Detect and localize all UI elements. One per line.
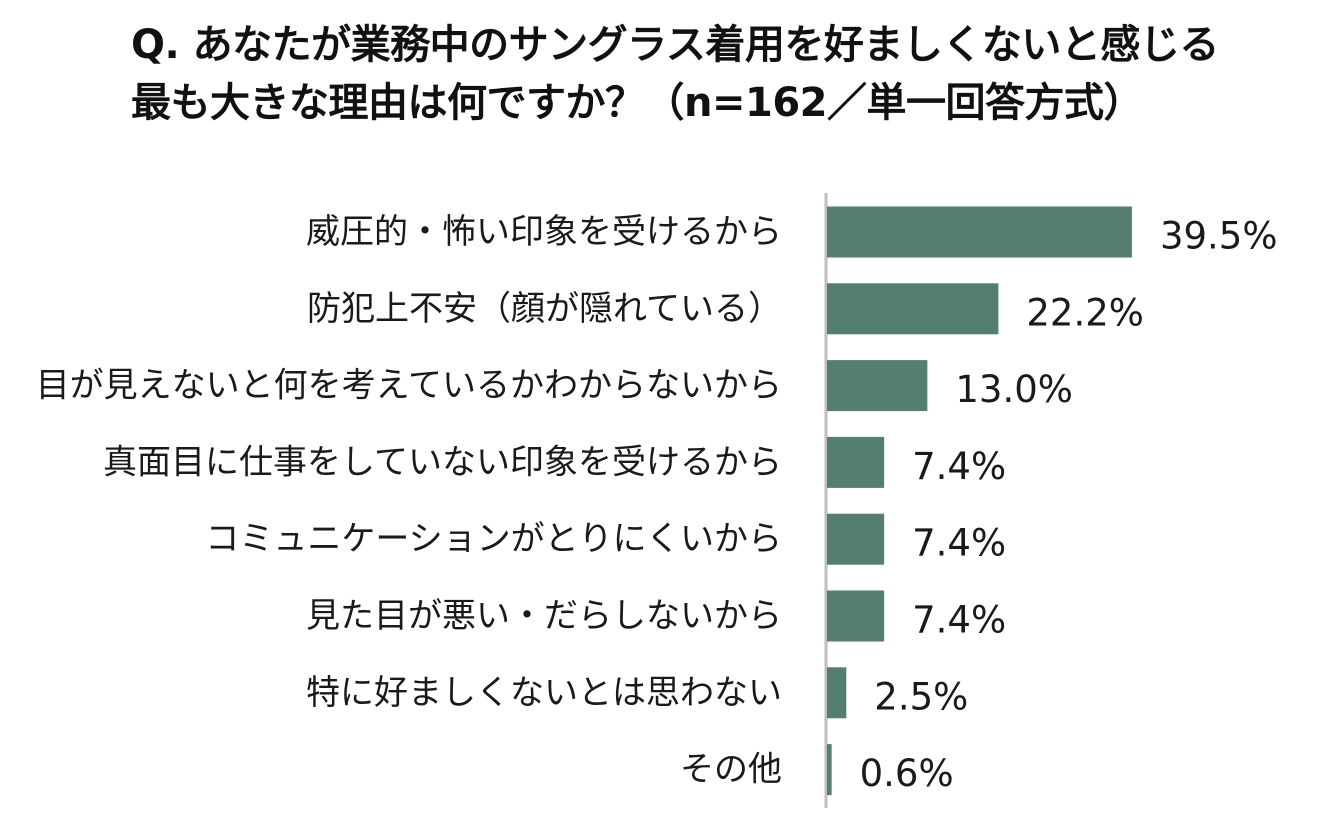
chart-title: Q. あなたが業務中のサングラス着用を好ましくないと感じる最も大きな理由は何です… [131, 22, 1219, 126]
category-label-3: 目が見えないと何を考えているかわからないから [36, 366, 782, 406]
value-label-2: 22.2% [1026, 291, 1144, 334]
category-label-6: 見た目が悪い・だらしないから [306, 596, 782, 636]
bar-7 [827, 667, 847, 719]
bars-group [827, 206, 1132, 796]
value-label-1: 39.5% [1160, 215, 1278, 258]
category-label-5: コミュニケーションがとりにくいから [205, 519, 782, 559]
bar-8 [827, 744, 832, 796]
value-label-8: 0.6% [860, 752, 954, 795]
category-label-4: 真面目に仕事をしていない印象を受けるから [103, 442, 782, 482]
value-label-7: 2.5% [874, 675, 968, 718]
bar-1 [827, 206, 1132, 258]
bar-2 [827, 283, 999, 335]
bar-5 [827, 513, 885, 565]
category-label-7: 特に好ましくないとは思わない [306, 673, 782, 713]
bar-3 [827, 360, 928, 412]
bar-6 [827, 590, 885, 642]
category-label-1: 威圧的・怖い印象を受けるから [306, 212, 782, 252]
value-label-4: 7.4% [912, 445, 1006, 488]
bar-4 [827, 436, 885, 488]
value-label-5: 7.4% [912, 522, 1006, 565]
value-label-3: 13.0% [955, 368, 1073, 411]
category-label-8: その他 [680, 750, 782, 790]
category-label-2: 防犯上不安（顔が隠れている） [307, 289, 782, 329]
value-label-6: 7.4% [912, 599, 1006, 642]
value-labels-group: 39.5% 22.2% 13.0% 7.4% 7.4% 7.4% 2.5% 0.6% [860, 215, 1278, 796]
